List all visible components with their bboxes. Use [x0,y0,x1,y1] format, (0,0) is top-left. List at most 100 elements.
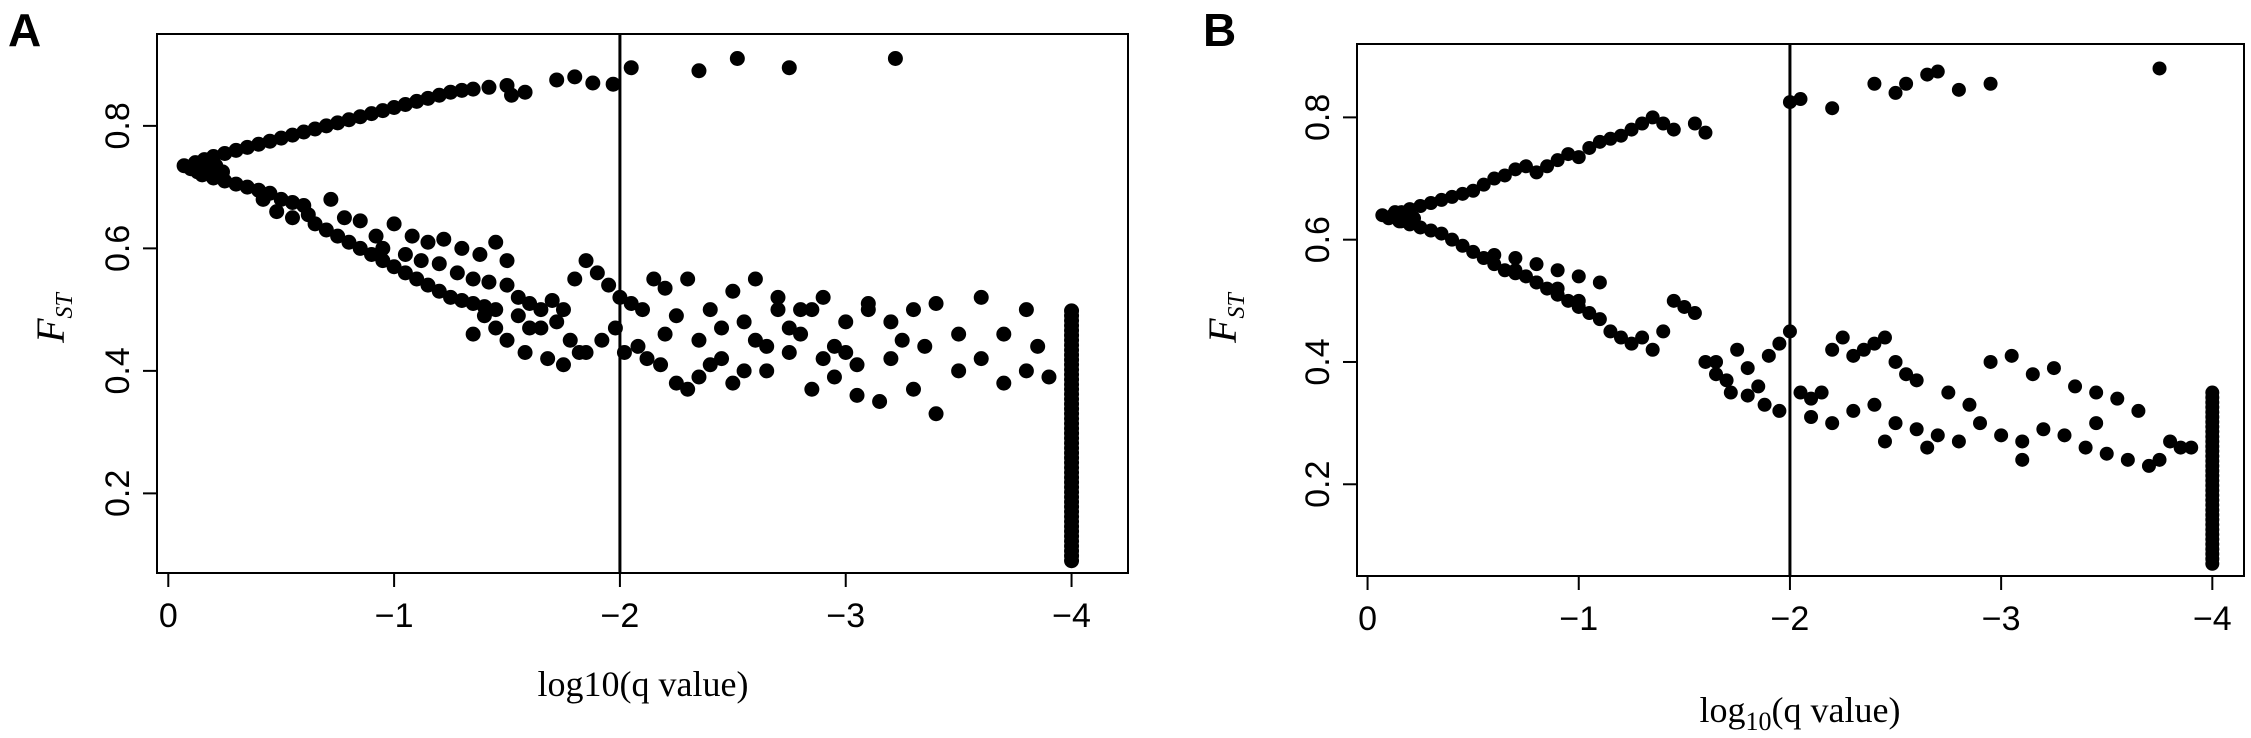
y-tick-label: 0.4 [1299,338,1337,385]
data-point [1476,177,1491,192]
data-point [872,394,888,409]
data-point [883,351,899,367]
data-point [747,332,763,348]
data-point [1719,373,1734,388]
data-point [205,149,221,164]
plot-frame-b [1356,43,2245,577]
data-point [567,271,583,287]
data-point [2120,452,2135,467]
data-point [2015,434,2030,449]
data-point [352,213,368,229]
data-point [2131,403,2146,418]
data-point [1635,116,1650,131]
data-point [826,338,842,354]
data-point [905,302,921,318]
data-point [1561,147,1576,162]
data-point [296,124,312,140]
data-point [481,274,497,290]
data-point [657,326,673,342]
x-tick-label: −1 [1559,600,1598,638]
data-point [1561,293,1576,308]
data-point [420,234,436,250]
data-point [1571,150,1586,165]
data-point [1909,373,1924,388]
data-point [1899,76,1914,91]
data-point [307,216,323,232]
data-point [691,63,707,79]
data-point [815,289,831,305]
data-point [1877,434,1892,449]
data-point [1825,416,1840,431]
data-point [436,231,452,247]
data-point [409,271,425,287]
data-point [194,167,210,183]
data-point [431,87,447,103]
data-point [1423,223,1438,238]
data-point [255,191,271,207]
data-point [1867,76,1882,91]
data-point [1529,275,1544,290]
x-axis-title-b: log10(q value) [1700,690,1901,736]
data-point [951,326,967,342]
data-point [1825,342,1840,357]
ticks-a: 0 −1 −2 −3 −4 0.2 0.4 0.6 0.8 [99,102,1091,635]
y-axis-title-sub-a: ST [52,291,78,318]
data-point [1624,122,1639,137]
data-point [533,302,549,318]
data-point [239,139,255,155]
data-point [533,320,549,336]
data-point [522,320,538,336]
data-point [2015,452,2030,467]
data-point [336,210,352,226]
data-point [262,133,278,149]
data-point [1434,226,1449,241]
data-point [1592,134,1607,149]
data-point [1550,281,1565,296]
data-point [585,75,601,91]
x-axis-title-pre-b: log [1700,690,1746,730]
data-point [562,332,578,348]
data-point [928,406,944,422]
data-point [653,357,669,373]
data-point [1793,385,1808,400]
data-point [2078,440,2093,455]
data-point [1402,217,1417,232]
data-point [1751,379,1766,394]
plot-frame-a [156,33,1129,574]
data-point [420,277,436,293]
data-point [1909,422,1924,437]
data-point [793,326,809,342]
data-point [849,357,865,373]
data-point [273,191,289,207]
data-point [2089,385,2104,400]
x-axis-title-sub-b: 10 [1746,707,1772,736]
data-point [1730,342,1745,357]
points-b [1375,61,2220,571]
data-point [1476,251,1491,266]
data-point [1518,269,1533,284]
data-point [691,332,707,348]
data-point [1582,140,1597,155]
data-point [488,302,504,318]
data-point [341,234,357,250]
data-point [1018,363,1034,379]
y-tick-label: 0.8 [1299,94,1337,141]
data-point [680,381,696,397]
data-point [1740,361,1755,376]
data-point [1392,214,1407,229]
data-point [1994,428,2009,443]
data-point [251,136,267,152]
data-point [1064,303,1080,319]
data-point [364,106,380,122]
data-point [781,60,797,76]
data-point [239,179,255,195]
data-point [449,265,465,281]
data-point [1402,202,1417,217]
y-axis-title-a: FST [28,291,78,343]
data-point [499,332,515,348]
data-point [905,381,921,397]
data-point [397,96,413,112]
panel-label-a: A [8,4,41,56]
data-point [1814,385,1829,400]
data-point [397,247,413,262]
